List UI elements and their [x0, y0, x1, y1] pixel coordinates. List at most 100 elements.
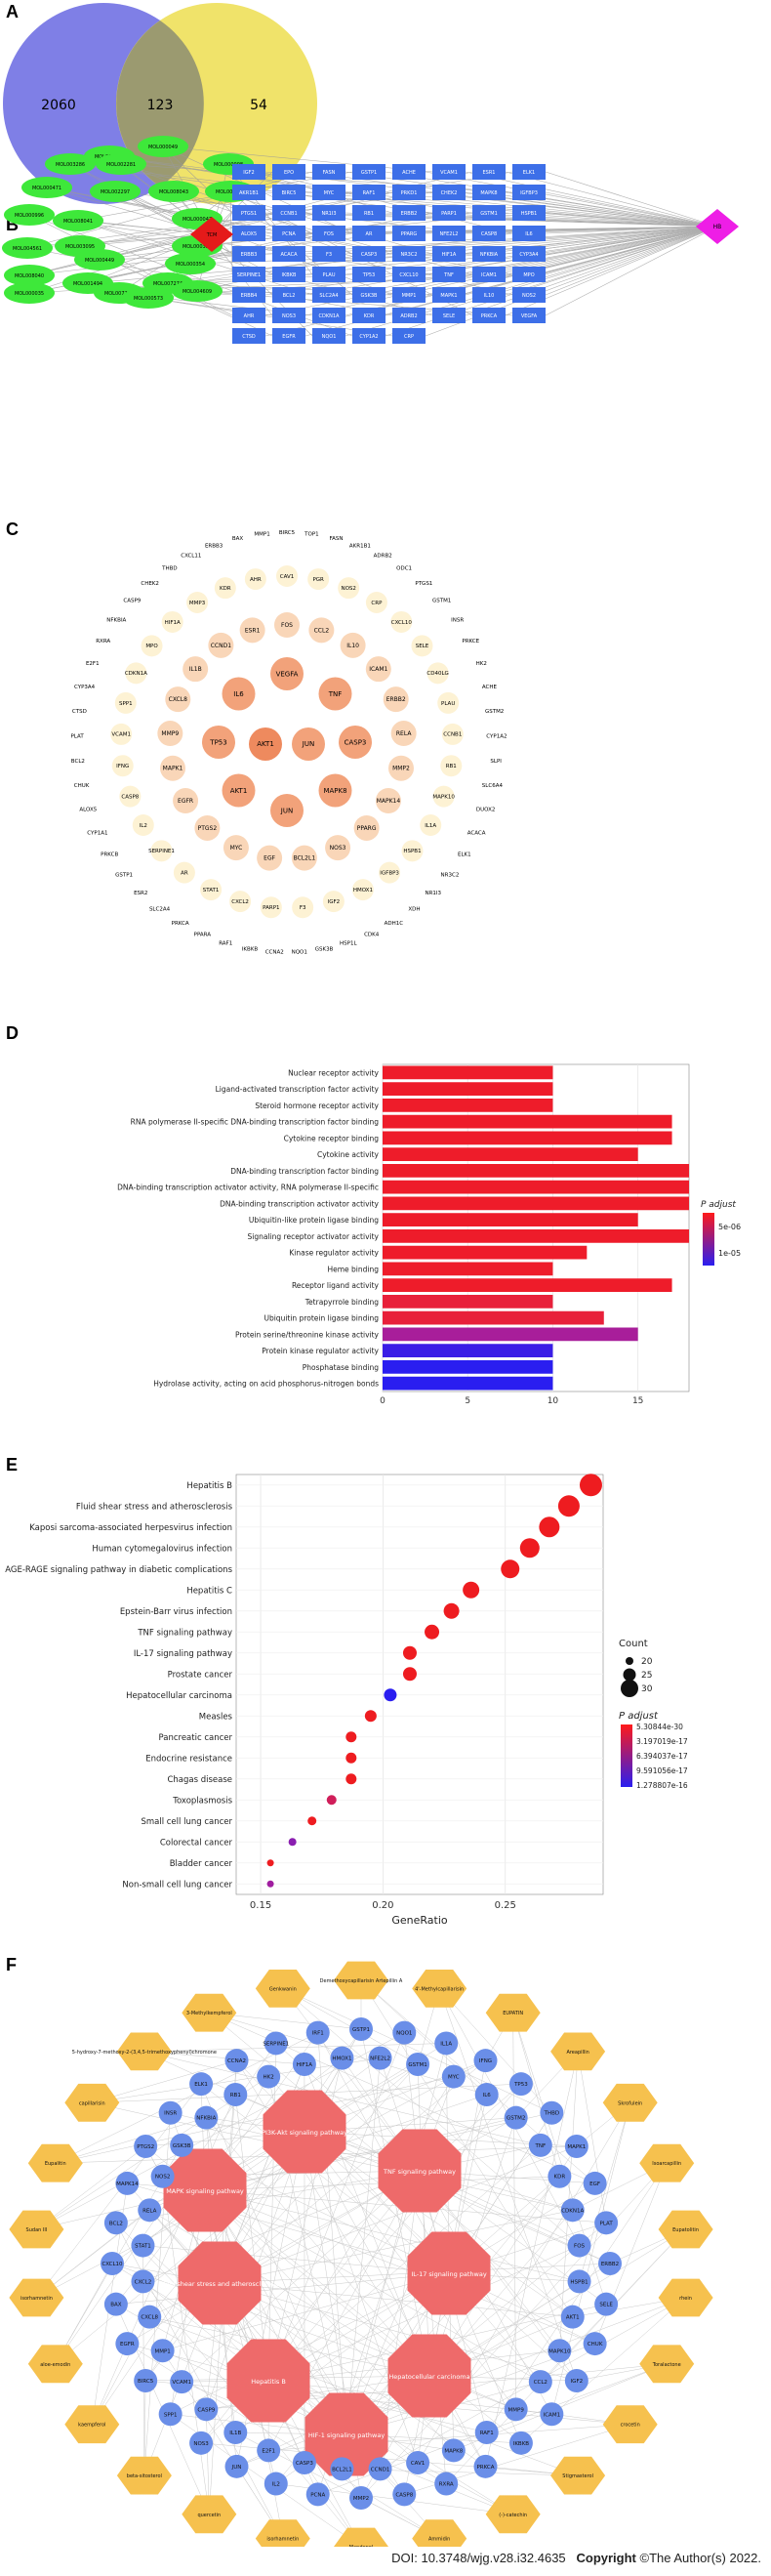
ppi-outer-node — [252, 523, 272, 544]
target-label: IKBKB — [282, 272, 297, 278]
target-label: ERBB3 — [241, 252, 258, 258]
ppi-third-node — [420, 814, 442, 836]
y-tick-label: Endocrine resistance — [145, 1754, 232, 1764]
size-legend-label: 25 — [641, 1671, 652, 1681]
ppi-third-node — [351, 879, 374, 901]
y-tick-label: Receptor ligand activity — [292, 1281, 380, 1290]
gene-node — [560, 2305, 585, 2329]
target-label: RAF1 — [363, 190, 376, 196]
ppi-third-node — [260, 896, 282, 919]
target-label: NFE2L2 — [440, 231, 459, 237]
y-tick-label: Steroid hormone receptor activity — [255, 1101, 379, 1110]
gene-label: MMP9 — [508, 2407, 525, 2413]
gene-node — [134, 2135, 158, 2158]
ppi-outer-label: ACHE — [482, 685, 498, 690]
ppi-third-label: CXCL2 — [231, 899, 249, 905]
ppi-third-label: SPP1 — [119, 701, 133, 707]
panel-b: B MOL002235MOL000049MOL003286MOL002281MO… — [0, 136, 771, 516]
ppi-second-label: PPARG — [357, 825, 377, 832]
target-node — [472, 164, 506, 180]
compound-node — [165, 253, 216, 274]
gene-label: MMP1 — [154, 2348, 170, 2354]
y-tick-label: Nuclear receptor activity — [288, 1068, 379, 1077]
ppi-outer-label: SLC2A4 — [149, 907, 171, 913]
target-label: HIF1A — [442, 252, 457, 258]
ppi-inner-label: VEGFA — [276, 670, 299, 678]
ppi-second-label: MAPK14 — [377, 798, 401, 805]
ppi-inner-node — [318, 773, 352, 808]
gene-label: CASP9 — [197, 2407, 215, 2413]
y-tick-label: Toxoplasmosis — [172, 1796, 232, 1806]
compound-hex-node — [639, 2143, 695, 2182]
ppi-outer-label: NR3C2 — [441, 872, 460, 878]
ppi-outer-label: PLAT — [70, 733, 84, 739]
gene-label: HIF1A — [297, 2062, 312, 2068]
bar — [383, 1196, 689, 1211]
compound-hex-node — [658, 2278, 713, 2317]
target-label: BCL2 — [283, 293, 296, 299]
y-tick-label: Hepatocellular carcinoma — [126, 1691, 232, 1701]
ppi-outer-label: NR1I3 — [425, 891, 441, 896]
gene-node — [194, 2105, 219, 2130]
compound-hex-label: capillarisin — [79, 2100, 105, 2106]
edge-pathway-gene — [182, 2170, 421, 2383]
target-node — [432, 226, 466, 241]
y-tick-label: Hepatitis C — [186, 1586, 232, 1596]
ppi-outer-label: CCNA2 — [265, 949, 284, 955]
panel-c: C BIRC5 TOP1 FASN AKR1B1 ADRB2 ODC1 PTGS1 GSTM1… — [0, 518, 771, 1006]
gene-node — [131, 2269, 155, 2294]
x-tick-label: 0.25 — [495, 1900, 516, 1911]
gene-label: BIRC5 — [138, 2379, 154, 2385]
target-label: PRKCA — [481, 313, 498, 319]
edge-compound-gene — [162, 2176, 210, 2514]
compound-hex-label: Isoarcapillin — [652, 2161, 681, 2167]
target-label: PLAU — [323, 272, 336, 278]
compound-hex-label: kaempferol — [78, 2423, 105, 2429]
pathway-label: PI3K-Akt signaling pathway — [262, 2129, 347, 2137]
y-tick-label: AGE-RAGE signaling pathway in diabetic c… — [5, 1565, 232, 1575]
data-point — [345, 1773, 357, 1785]
ppi-outer-label: ESR2 — [134, 891, 147, 896]
data-point — [519, 1538, 540, 1558]
gene-label: ELK1 — [194, 2082, 208, 2088]
target-label: PTGS1 — [241, 211, 257, 217]
ppi-outer-label: ADRB2 — [374, 554, 392, 560]
ppi-outer-node — [67, 751, 88, 771]
ppi-inner-node — [270, 657, 304, 690]
pathway-node — [407, 2231, 491, 2315]
ppi-outer-label: RXRA — [96, 639, 110, 644]
edge-pathway-gene — [267, 2043, 277, 2382]
target-label: SERPINE1 — [237, 272, 261, 278]
ppi-third-node — [214, 577, 236, 600]
gene-label: RB1 — [230, 2093, 241, 2098]
edge-compound-gene — [55, 2076, 454, 2164]
gene-label: VCAM1 — [172, 2380, 191, 2386]
y-tick-label: Non-small cell lung cancer — [122, 1880, 232, 1890]
compound-hex-label: Eupalitin — [45, 2161, 66, 2167]
ppi-third-node — [173, 861, 195, 884]
ppi-outer-node — [264, 941, 285, 962]
ppi-second-node — [340, 632, 366, 658]
target-label: ERBB2 — [401, 211, 418, 217]
edge-pathway-gene — [204, 2112, 552, 2191]
gene-label: HMOX1 — [332, 2057, 351, 2062]
gene-node — [158, 2402, 183, 2427]
ppi-outer-label: CDK4 — [364, 933, 380, 938]
target-node — [232, 246, 265, 262]
target-label: TP53 — [362, 272, 375, 278]
ppi-outer-label: GSTP1 — [115, 872, 133, 878]
size-legend-dot — [621, 1680, 638, 1697]
gene-label: MYC — [448, 2075, 460, 2081]
gene-node — [564, 2135, 588, 2158]
ppi-third-node — [307, 568, 330, 591]
compound-label: MOL000358 — [183, 244, 212, 250]
ppi-inner-label: IL6 — [233, 690, 244, 698]
ppi-third-node — [437, 691, 460, 714]
compound-node — [172, 280, 223, 302]
edge-pathway-gene — [162, 2272, 450, 2351]
ppi-inner-label: CASP3 — [345, 738, 367, 746]
ppi-outer-node — [239, 938, 260, 959]
ppi-outer-label: PRKCB — [101, 852, 118, 858]
bar — [383, 1164, 689, 1178]
target-node — [432, 246, 466, 262]
